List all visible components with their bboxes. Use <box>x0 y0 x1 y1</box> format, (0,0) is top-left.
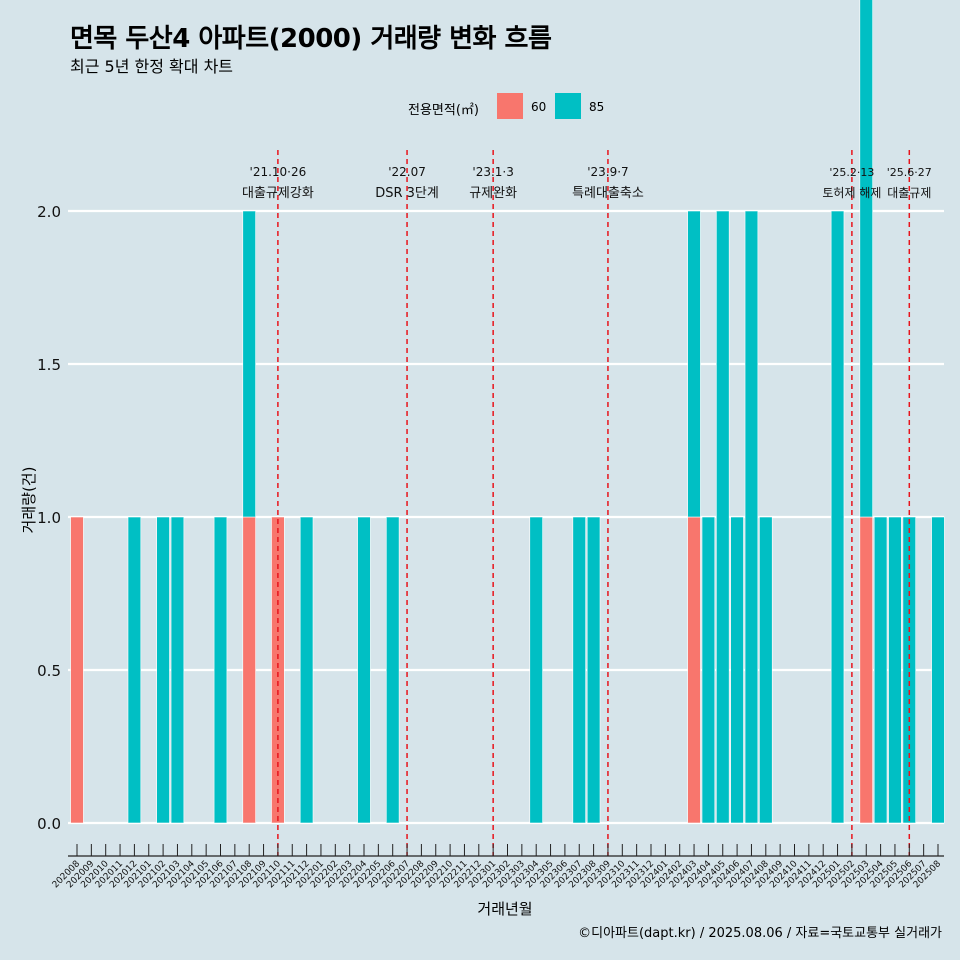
bar-60-202110 <box>271 516 285 824</box>
bar-85-202504 <box>873 516 888 824</box>
bar-60-202008 <box>70 516 84 824</box>
annotations: '21.10·26 대출규제강화 '22.07 DSR 3단계 '23.1·3 규제완화 '… <box>242 150 932 856</box>
annotation-label: 특례대출축소 <box>572 186 644 201</box>
bar-85-202407 <box>744 210 759 824</box>
legend-key-85 <box>555 93 581 119</box>
bar-85-202103 <box>170 516 185 824</box>
y-tick-label: 1.0 <box>37 509 61 527</box>
chart-subtitle: 최근 5년 한정 확대 차트 <box>70 57 234 76</box>
x-axis-label: 거래년월 <box>477 900 532 918</box>
annotation-label: 규제완화 <box>469 186 517 201</box>
bar-85-202403 <box>687 210 701 518</box>
annotation-date: '23.9·7 <box>587 165 628 179</box>
bar-85-202405 <box>716 210 730 824</box>
bar-85-202102 <box>156 516 170 824</box>
legend-label-85: 85 <box>589 100 605 114</box>
bar-85-202106 <box>213 516 228 824</box>
annotation-date: '23.1·3 <box>472 165 513 179</box>
y-axis: 0.0 0.5 1.0 1.5 2.0 <box>37 203 61 833</box>
annotation-label: 대출규제강화 <box>242 186 314 201</box>
bar-85-202012 <box>127 516 142 824</box>
bar-85-202501 <box>830 210 845 824</box>
bar-60-202403 <box>687 516 701 824</box>
y-tick-label: 2.0 <box>37 203 61 221</box>
bar-60-202503 <box>859 516 873 824</box>
bar-85-202108 <box>242 210 256 518</box>
x-axis: 2020082020092020102020112020122021012021… <box>51 844 944 890</box>
annotation-label: 토허제 해제 <box>822 186 881 200</box>
bar-85-202307 <box>572 516 586 824</box>
bar-85-202308 <box>586 516 601 824</box>
bar-85-202206 <box>385 516 400 824</box>
bar-85-202406 <box>730 516 744 824</box>
bar-85-202506 <box>902 516 917 824</box>
annotation-date: '22.07 <box>388 165 426 179</box>
bar-85-202204 <box>357 516 371 824</box>
chart-title: 면목 두산4 아파트(2000) 거래량 변화 흐름 <box>70 24 552 54</box>
annotation-label: 대출규제 <box>887 186 931 200</box>
y-axis-label: 거래량(건) <box>20 467 38 534</box>
annotation-label: DSR 3단계 <box>375 186 439 201</box>
grid-lines <box>68 209 944 825</box>
bar-60-202108 <box>242 516 256 824</box>
bar-85-202508 <box>931 516 945 824</box>
annotation-date: '25.2·13 <box>829 166 874 179</box>
bar-85-202505 <box>888 516 902 824</box>
bars <box>70 0 945 824</box>
legend-key-60 <box>497 93 523 119</box>
legend-title: 전용면적(㎡) <box>408 103 479 118</box>
y-tick-label: 0.0 <box>37 815 61 833</box>
annotation-date: '25.6·27 <box>887 166 932 179</box>
caption: ©디아파트(dapt.kr) / 2025.08.06 / 자료=국토교통부 실… <box>578 926 942 941</box>
bar-85-202408 <box>759 516 773 824</box>
y-tick-label: 1.5 <box>37 356 61 374</box>
bar-85-202112 <box>299 516 314 824</box>
legend: 전용면적(㎡) 60 85 <box>0 93 960 121</box>
annotation-date: '21.10·26 <box>250 165 307 179</box>
y-tick-label: 0.5 <box>37 662 61 680</box>
bar-85-202503 <box>859 0 873 518</box>
bar-85-202404 <box>701 516 716 824</box>
legend-label-60: 60 <box>531 100 547 114</box>
bar-85-202304 <box>529 516 543 824</box>
